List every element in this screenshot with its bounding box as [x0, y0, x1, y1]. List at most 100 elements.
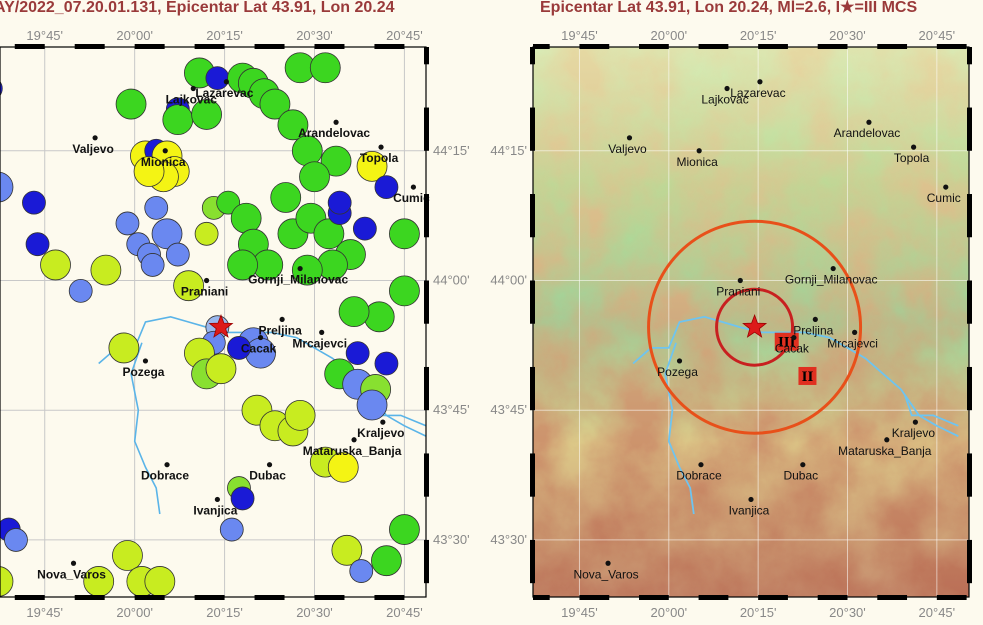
felt-report-blueLight — [0, 171, 14, 203]
felt-report-blueLight — [4, 528, 28, 552]
lon-tick-label-bottom: 20°00' — [650, 605, 687, 620]
place-marker — [800, 462, 806, 468]
place-dubac: Dubac — [249, 462, 286, 483]
frame-bar — [530, 539, 535, 584]
place-label: Gornji_Milanovac — [248, 273, 348, 287]
place-lajkovac: Lajkovac — [701, 85, 749, 107]
place-marker — [70, 560, 77, 566]
epicenter-star — [208, 314, 234, 338]
place-label: Praniani — [716, 284, 760, 298]
felt-report-yellow — [133, 156, 165, 187]
place-marker — [333, 119, 339, 125]
place-topola: Topola — [894, 144, 930, 165]
frame-bar — [533, 44, 550, 49]
lon-tick-label-top: 20°00' — [116, 28, 153, 43]
felt-report-green — [230, 202, 262, 234]
felt-report-green — [299, 161, 330, 193]
place-label: Mrcajevci — [827, 336, 878, 350]
map-title-right: Epicentar Lat 43.91, Lon 20.24, Ml=2.6, … — [540, 0, 918, 16]
place-marker — [257, 334, 264, 341]
place-mionica: Mionica — [677, 148, 718, 169]
place-label: Mrcajevci — [292, 336, 347, 350]
axis-ticks: 19°45' 19°45' 20°00' 20°00' 20°15' 20°15' 20°3… — [490, 28, 955, 620]
map-title-left: AY/2022_07.20.01.131, Epicentar Lat 43.9… — [0, 0, 395, 16]
felt-report-yellowGreen — [205, 353, 237, 385]
felt-report-blue — [22, 190, 46, 215]
place-label: Dobrace — [141, 469, 189, 483]
place-kraljevo: Kraljevo — [357, 419, 405, 440]
place-topola: Topola — [360, 144, 399, 165]
place-marker — [911, 144, 917, 150]
lat-tick-label: 44°15' — [433, 143, 470, 158]
place-marker — [884, 437, 890, 443]
place-ivanjica: Ivanjica — [193, 496, 238, 517]
frame-bar — [14, 44, 45, 49]
felt-report-blueLight — [115, 211, 140, 236]
place-gornji-milanovac: Gornji_Milanovac — [248, 265, 348, 287]
place-marker — [297, 265, 303, 272]
place-label: Nova_Varos — [573, 567, 638, 581]
intensity-ring-III — [715, 287, 795, 367]
felt-report-yellowGreen — [144, 566, 176, 597]
place-label: Topola — [894, 151, 930, 165]
lon-tick-label-bottom: 20°30' — [829, 605, 866, 620]
felt-report-green — [389, 275, 420, 307]
frame-bar — [14, 595, 45, 600]
felt-report-green — [363, 301, 395, 333]
place-marker — [164, 462, 170, 468]
felt-report-yellowGreen — [112, 540, 143, 571]
place-mionica: Mionica — [141, 148, 186, 169]
place-marker — [203, 277, 210, 284]
place-marker — [223, 79, 229, 85]
felt-report-green — [371, 545, 402, 577]
frame-bar — [639, 44, 669, 49]
place-marker — [676, 358, 683, 364]
place-praniani: Praniani — [716, 277, 760, 298]
lon-tick-label-bottom: 20°00' — [116, 605, 153, 620]
place-label: Arandelovac — [834, 126, 901, 140]
place-label: Mionica — [141, 155, 186, 169]
frame-bar — [254, 44, 285, 49]
felt-report-green — [227, 249, 258, 281]
place-valjevo: Valjevo — [72, 135, 114, 156]
felt-report-green — [191, 99, 222, 130]
place-mrcajevci: Mrcajevci — [827, 329, 878, 350]
frame-bar — [877, 595, 908, 600]
felt-report-blueLight — [219, 517, 244, 542]
place-marker — [912, 419, 918, 425]
place-label: Kraljevo — [357, 426, 404, 440]
frame-bar — [314, 44, 345, 49]
place-label: Gornji_Milanovac — [785, 273, 878, 287]
place-dobrace: Dobrace — [676, 462, 722, 483]
intensity-label-text: II — [802, 369, 814, 385]
frame-bar — [530, 107, 535, 151]
place-label: Preljina — [258, 323, 302, 337]
felt-report-green — [259, 88, 291, 120]
place-label: Lajkovac — [701, 93, 748, 107]
place-marker — [812, 316, 818, 323]
frame-bar — [424, 194, 429, 238]
frame-bar — [579, 44, 610, 49]
place-dubac: Dubac — [783, 462, 818, 483]
felt-report-yellowGreen — [40, 249, 71, 281]
map-frame — [530, 44, 972, 600]
frame-bar — [967, 280, 972, 324]
felt-report-yellowGreen — [108, 332, 140, 364]
frame-bar — [967, 107, 972, 151]
frame-bar — [967, 47, 972, 65]
lon-tick-label-top: 20°30' — [296, 28, 333, 43]
place-cumic: Cumic — [927, 184, 961, 205]
felt-report-green — [277, 109, 309, 141]
felt-report-blue — [374, 351, 399, 376]
intensity-label-bg — [798, 366, 817, 385]
place-ivanjica: Ivanjica — [729, 496, 770, 517]
felt-report-blue — [25, 232, 50, 257]
place-cumic: Cumic — [393, 184, 430, 205]
place-marker — [791, 334, 797, 341]
felt-report-blueLight — [165, 242, 190, 267]
lon-tick-label-top: 19°45' — [26, 28, 63, 43]
place-label: Nova_Varos — [37, 567, 106, 581]
